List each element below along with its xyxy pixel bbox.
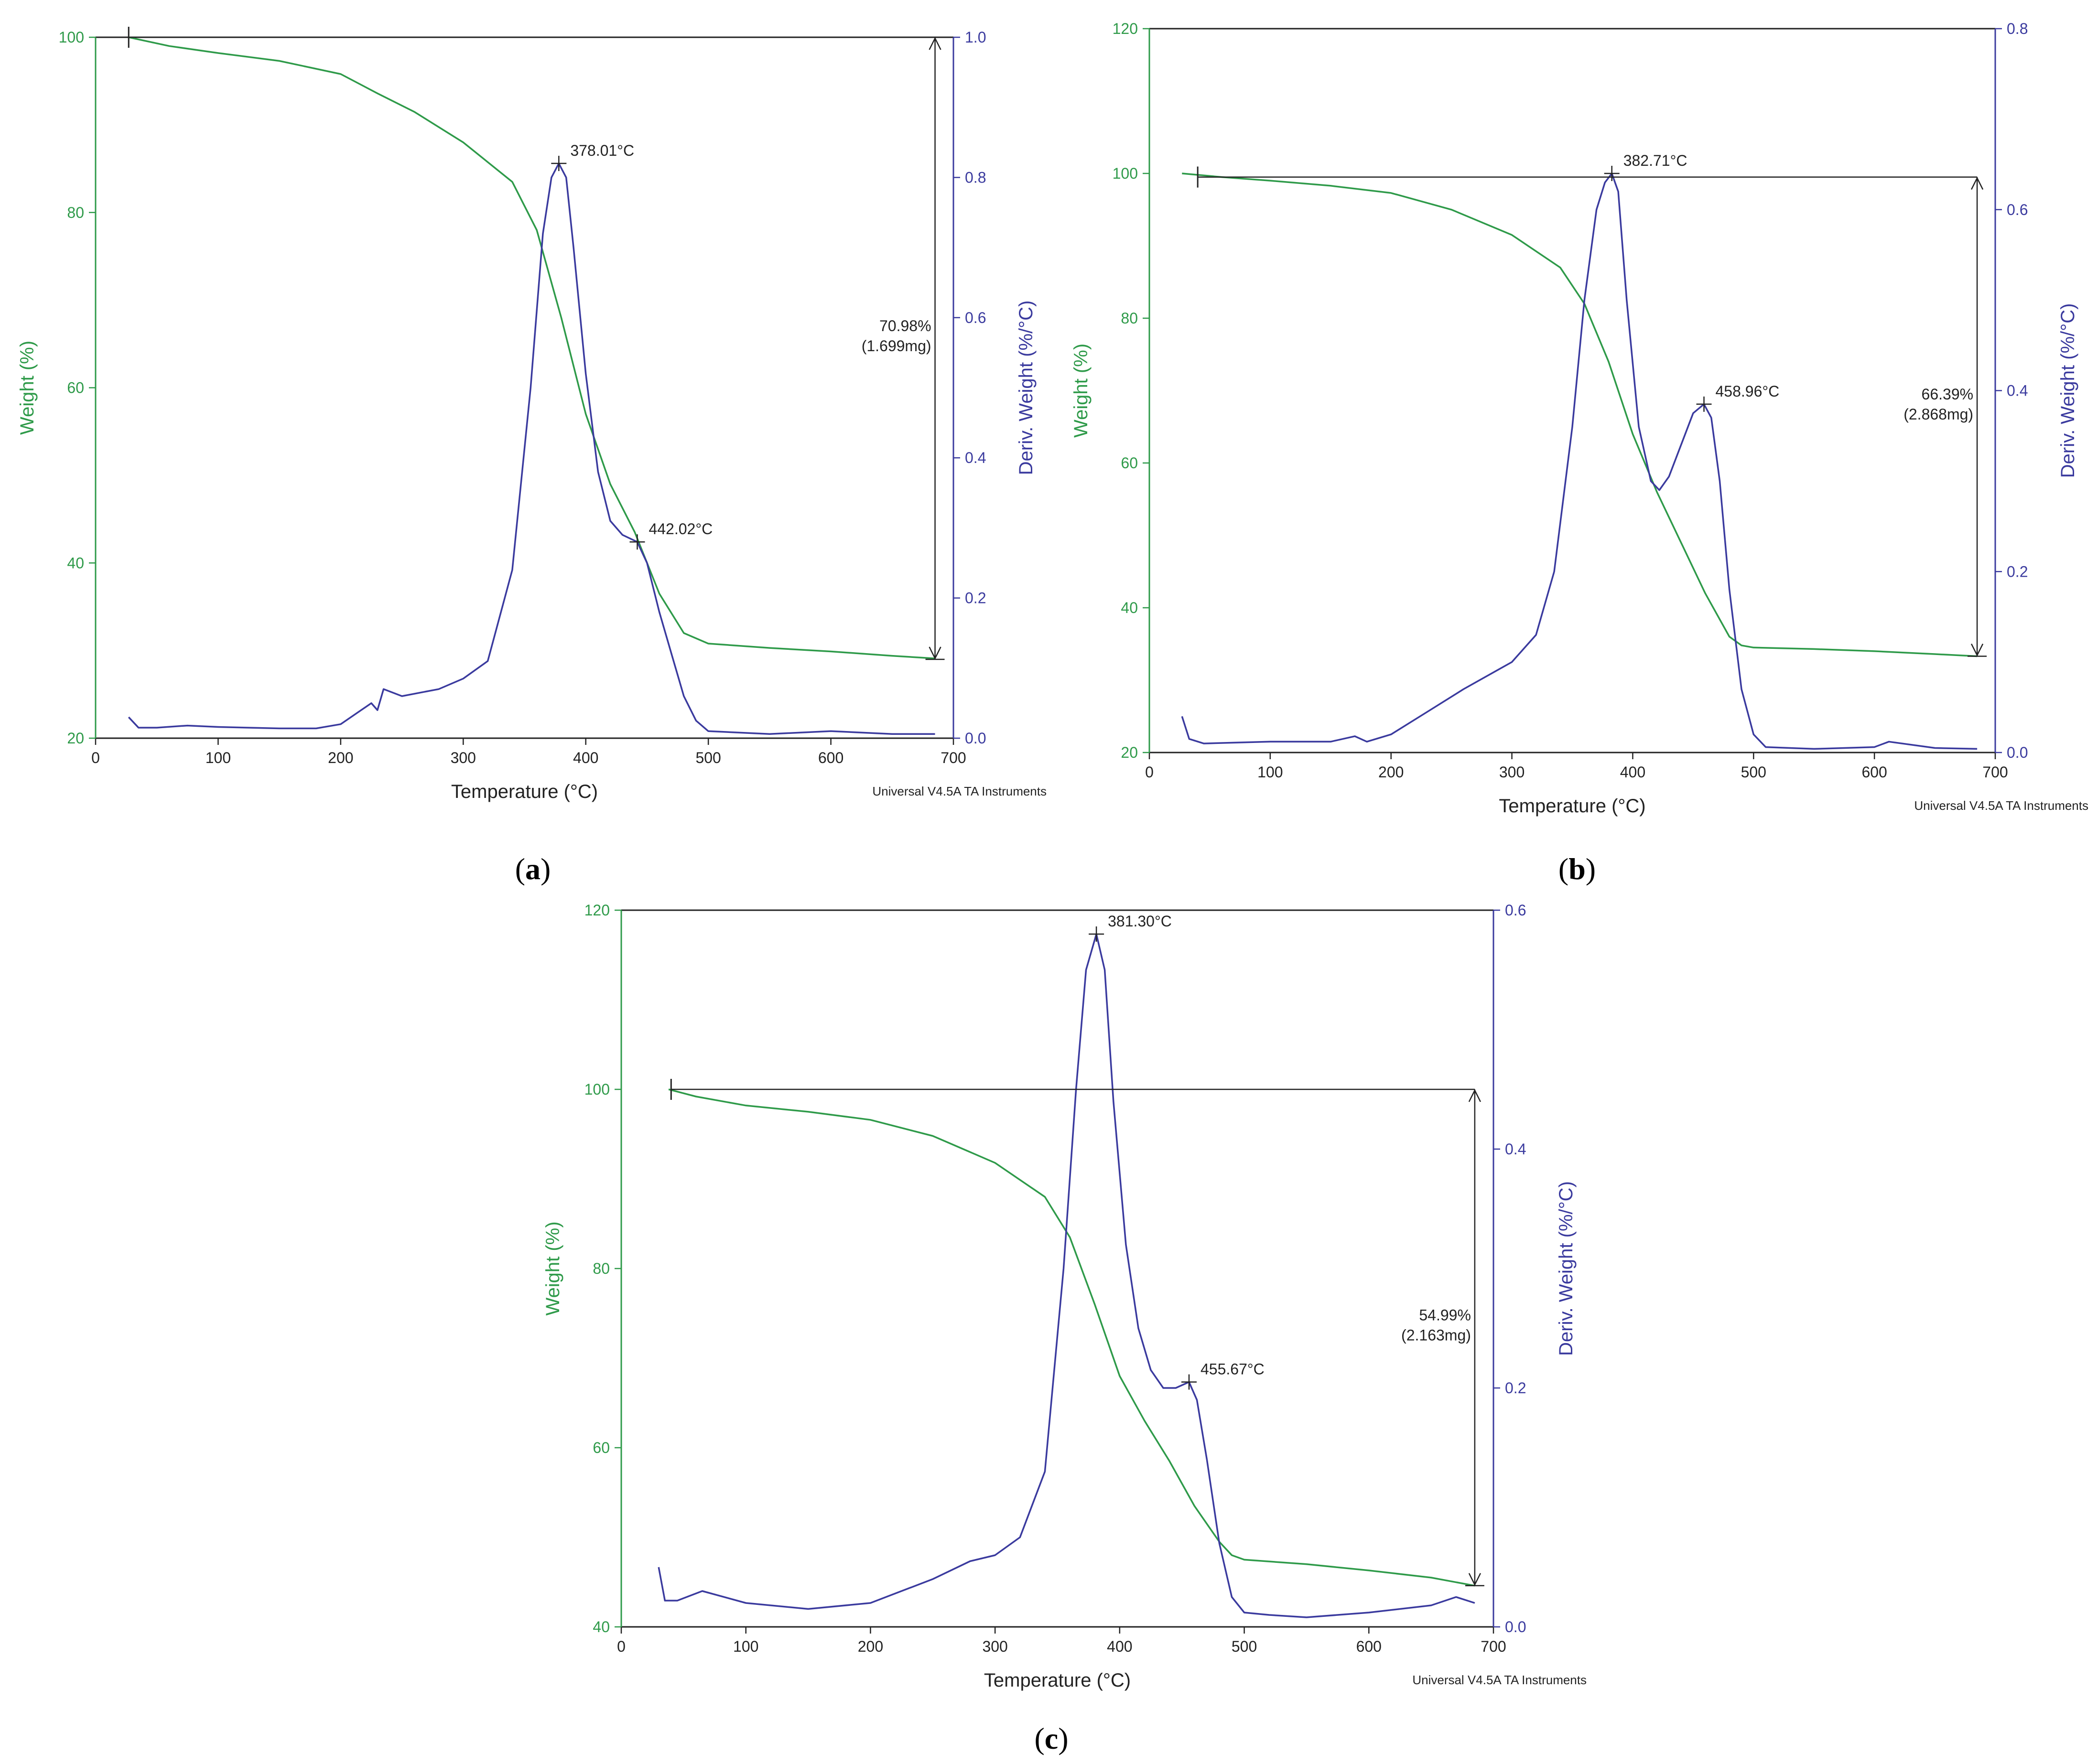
y2-tick-label: 0.2: [1505, 1379, 1526, 1397]
y-tick-label: 60: [67, 379, 84, 397]
y2-tick-label: 0.6: [2007, 201, 2028, 218]
x-tick-label: 100: [205, 749, 231, 766]
chart-panel-b: 0 100 200 300 400 500 600 700 20 40 60 80 100 120 0.0 0…: [1071, 20, 2088, 886]
y-tick-label: 60: [1121, 454, 1138, 472]
instrument-footer: Universal V4.5A TA Instruments: [1914, 798, 2088, 813]
x-tick-label: 600: [818, 749, 844, 766]
y-tick-label: 20: [1121, 744, 1138, 761]
arrow-down-icon: [929, 646, 941, 660]
y-tick-label: 120: [1113, 20, 1138, 37]
y-axis-title: Weight (%): [542, 1221, 563, 1315]
y-axis-title: Weight (%): [1071, 344, 1092, 438]
y2-tick-label: 0.8: [2007, 20, 2028, 37]
peak-label: 458.96°C: [1716, 383, 1780, 400]
x-tick-label: 400: [1107, 1638, 1132, 1655]
x-tick-label: 0: [617, 1638, 626, 1655]
x-tick-label: 400: [1620, 764, 1645, 781]
y2-axis-title: Deriv. Weight (%/°C): [1556, 1181, 1577, 1356]
mass-loss-mass: (2.868mg): [1903, 406, 1973, 423]
y2-tick-label: 0.6: [965, 309, 986, 326]
chart-panel-c: 0 100 200 300 400 500 600 700 40 60 80 100 120 0.0 0.2…: [542, 902, 1587, 1755]
y2-tick-label: 0.8: [965, 169, 986, 186]
x-tick-label: 0: [91, 749, 100, 766]
y2-tick-label: 0.2: [2007, 563, 2028, 580]
y2-tick-label: 0.6: [1505, 902, 1526, 919]
arrow-up-icon: [1468, 1089, 1482, 1102]
y2-tick-label: 0.2: [965, 590, 986, 607]
x-tick-label: 600: [1356, 1638, 1382, 1655]
x-tick-label: 200: [1378, 764, 1404, 781]
mass-loss-percent: 66.39%: [1922, 386, 1974, 403]
y-tick-label: 80: [593, 1260, 610, 1277]
arrow-up-icon: [929, 37, 941, 50]
x-axis-title: Temperature (°C): [984, 1670, 1131, 1691]
x-tick-label: 300: [982, 1638, 1007, 1655]
instrument-footer: Universal V4.5A TA Instruments: [1412, 1673, 1587, 1687]
peak-label: 378.01°C: [570, 142, 634, 159]
y-tick-label: 60: [593, 1439, 610, 1456]
y-tick-label: 100: [584, 1081, 610, 1098]
mass-loss-percent: 54.99%: [1419, 1306, 1471, 1323]
mass-loss-mass: (1.699mg): [862, 337, 931, 355]
peak-label: 455.67°C: [1200, 1361, 1265, 1378]
panel-label: (b): [1558, 852, 1596, 886]
chart-panel-a: 0 100 200 300 400 500 600 700 20 40 60 80 100 0.0 0.2 0…: [17, 27, 1047, 886]
weight-curve: [668, 1088, 1475, 1587]
y2-tick-label: 0.0: [1505, 1618, 1526, 1635]
x-tick-label: 300: [451, 749, 476, 766]
arrow-down-icon: [1970, 643, 1984, 657]
peak-label: 381.30°C: [1108, 913, 1172, 930]
arrow-up-icon: [1970, 176, 1984, 190]
mass-loss-mass: (2.163mg): [1401, 1326, 1471, 1344]
x-tick-label: 400: [573, 749, 598, 766]
x-tick-label: 700: [1481, 1638, 1506, 1655]
y-tick-label: 80: [1121, 310, 1138, 327]
y-tick-label: 40: [67, 554, 84, 571]
x-tick-label: 500: [1741, 764, 1766, 781]
arrow-down-icon: [1468, 1573, 1482, 1586]
y-tick-label: 80: [67, 204, 84, 221]
panel-label: (c): [1034, 1721, 1068, 1755]
peak-label: 442.02°C: [649, 520, 713, 538]
instrument-footer: Universal V4.5A TA Instruments: [872, 784, 1047, 798]
x-tick-label: 300: [1499, 764, 1525, 781]
y-tick-label: 100: [59, 29, 84, 46]
weight-curve: [128, 36, 935, 659]
deriv-weight-curve: [128, 162, 935, 735]
y-axis-title: Weight (%): [17, 341, 38, 435]
y-tick-label: 120: [584, 902, 610, 919]
x-tick-label: 100: [733, 1638, 758, 1655]
deriv-weight-curve: [1181, 172, 1978, 750]
x-tick-label: 200: [858, 1638, 883, 1655]
x-tick-label: 500: [695, 749, 721, 766]
x-tick-label: 600: [1861, 764, 1887, 781]
panel-label: (a): [515, 852, 551, 886]
y2-axis-title: Deriv. Weight (%/°C): [2057, 303, 2078, 478]
y2-tick-label: 0.0: [965, 730, 986, 747]
x-axis-title: Temperature (°C): [451, 781, 598, 802]
y-tick-label: 20: [67, 730, 84, 747]
x-tick-label: 700: [1982, 764, 2008, 781]
y-tick-label: 40: [593, 1618, 610, 1635]
x-tick-label: 0: [1145, 764, 1154, 781]
y2-tick-label: 1.0: [965, 29, 986, 46]
y2-tick-label: 0.4: [965, 449, 986, 466]
y2-axis-title: Deriv. Weight (%/°C): [1016, 301, 1037, 475]
y2-tick-label: 0.4: [2007, 382, 2028, 399]
x-tick-label: 200: [328, 749, 353, 766]
deriv-weight-curve: [658, 933, 1475, 1618]
mass-loss-percent: 70.98%: [879, 317, 931, 334]
peak-label: 382.71°C: [1623, 152, 1687, 169]
y2-tick-label: 0.4: [1505, 1140, 1526, 1158]
x-axis-title: Temperature (°C): [1499, 796, 1645, 817]
y-tick-label: 40: [1121, 599, 1138, 616]
y2-tick-label: 0.0: [2007, 744, 2028, 761]
x-tick-label: 100: [1257, 764, 1283, 781]
x-tick-label: 500: [1232, 1638, 1257, 1655]
x-tick-label: 700: [941, 749, 966, 766]
weight-curve: [1182, 172, 1978, 657]
y-tick-label: 100: [1113, 165, 1138, 182]
